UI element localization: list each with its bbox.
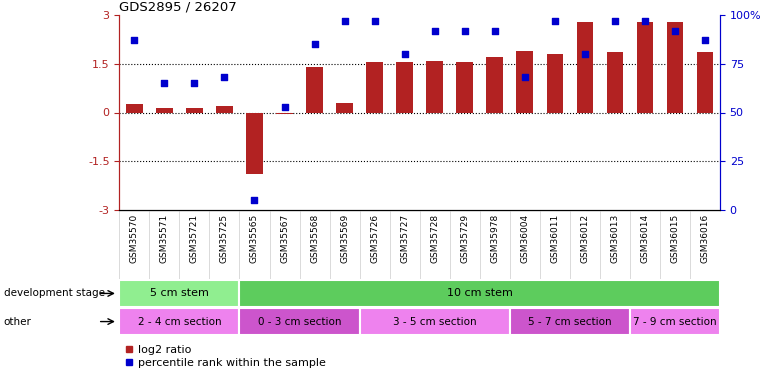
Bar [457, 62, 473, 112]
Point [608, 18, 621, 24]
Text: development stage: development stage [4, 288, 105, 298]
Text: GSM35725: GSM35725 [220, 213, 229, 262]
Point [369, 18, 381, 24]
Point [699, 38, 711, 44]
Bar [239, 280, 720, 307]
Bar [510, 308, 630, 335]
Point [549, 18, 561, 24]
Point [159, 80, 171, 86]
Bar [276, 112, 293, 114]
Bar [637, 21, 653, 112]
Bar [517, 51, 533, 112]
Point [459, 28, 471, 34]
Point [248, 197, 260, 203]
Bar [216, 106, 233, 112]
Text: GSM35565: GSM35565 [250, 213, 259, 263]
Text: GSM35569: GSM35569 [340, 213, 349, 263]
Text: GSM35567: GSM35567 [280, 213, 289, 263]
Text: 5 cm stem: 5 cm stem [150, 288, 209, 298]
Bar [577, 21, 593, 112]
Point [279, 104, 291, 110]
Point [639, 18, 651, 24]
Text: GSM36004: GSM36004 [521, 213, 529, 262]
Text: GSM36014: GSM36014 [641, 213, 649, 262]
Bar [126, 104, 142, 112]
Text: 10 cm stem: 10 cm stem [447, 288, 513, 298]
Text: GSM35570: GSM35570 [130, 213, 139, 263]
Text: GSM35726: GSM35726 [370, 213, 379, 262]
Text: 0 - 3 cm section: 0 - 3 cm section [258, 316, 341, 327]
Text: GSM36011: GSM36011 [551, 213, 559, 263]
Bar [239, 308, 360, 335]
Bar [246, 112, 263, 174]
Point [579, 51, 591, 57]
Point [219, 74, 231, 80]
Point [339, 18, 351, 24]
Point [489, 28, 501, 34]
Text: GDS2895 / 26207: GDS2895 / 26207 [119, 1, 237, 14]
Text: GSM36016: GSM36016 [701, 213, 709, 263]
Bar [156, 108, 172, 112]
Text: GSM36012: GSM36012 [581, 213, 589, 262]
Text: GSM35568: GSM35568 [310, 213, 319, 263]
Bar [119, 280, 239, 307]
Point [428, 28, 440, 34]
Bar [547, 54, 563, 112]
Bar [306, 67, 323, 112]
Bar [367, 62, 383, 112]
Text: 2 - 4 cm section: 2 - 4 cm section [138, 316, 221, 327]
Bar [697, 53, 713, 112]
Bar [186, 108, 203, 112]
Text: GSM36015: GSM36015 [671, 213, 679, 263]
Bar [427, 60, 443, 112]
Text: GSM35721: GSM35721 [190, 213, 199, 262]
Point [128, 38, 141, 44]
Text: GSM36013: GSM36013 [611, 213, 619, 263]
Point [308, 41, 321, 47]
Point [399, 51, 411, 57]
Bar [360, 308, 510, 335]
Text: GSM35978: GSM35978 [490, 213, 499, 263]
Bar [119, 308, 239, 335]
Point [519, 74, 531, 80]
Bar [607, 53, 623, 112]
Point [668, 28, 681, 34]
Text: GSM35727: GSM35727 [400, 213, 409, 262]
Point [188, 80, 200, 86]
Legend: log2 ratio, percentile rank within the sample: log2 ratio, percentile rank within the s… [125, 345, 326, 368]
Bar [397, 62, 413, 112]
Text: GSM35571: GSM35571 [160, 213, 169, 263]
Text: 5 - 7 cm section: 5 - 7 cm section [528, 316, 611, 327]
Bar [630, 308, 720, 335]
Bar [336, 103, 353, 112]
Text: 7 - 9 cm section: 7 - 9 cm section [633, 316, 717, 327]
Text: GSM35729: GSM35729 [460, 213, 469, 262]
Text: 3 - 5 cm section: 3 - 5 cm section [393, 316, 477, 327]
Text: GSM35728: GSM35728 [430, 213, 439, 262]
Text: other: other [4, 316, 32, 327]
Bar [487, 57, 503, 112]
Bar [667, 21, 683, 112]
